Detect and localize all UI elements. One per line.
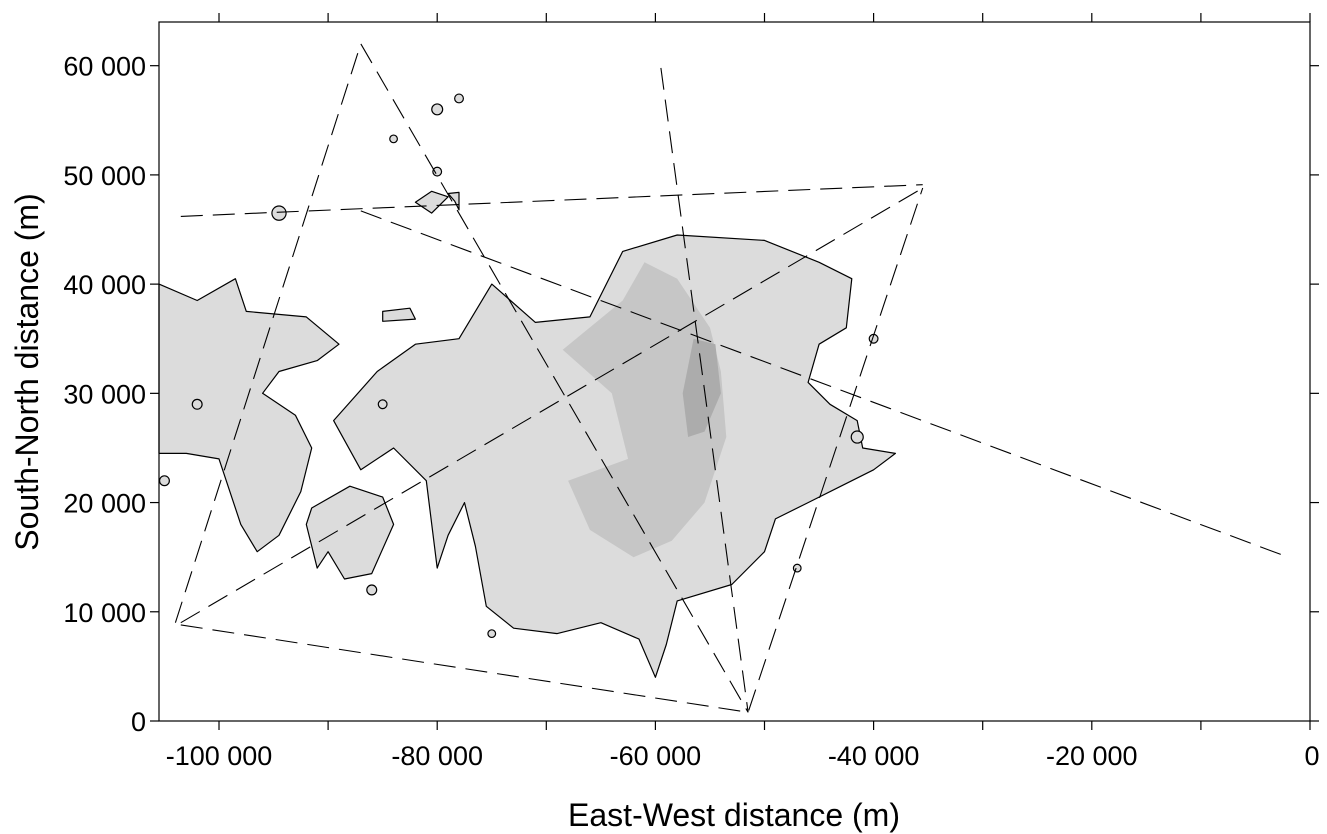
x-axis-label: East-West distance (m) [568,797,900,833]
contour-blob-12 [191,398,203,410]
x-axis-ticks [218,13,1311,730]
contour-blob-5 [389,134,398,144]
contour-blob-1 [271,205,287,221]
dashed-line-5 [360,210,1289,558]
plot-frame [158,21,1311,722]
contour-blob-10 [792,563,802,573]
contour-region-light-6 [414,190,449,214]
contour-blob-8 [366,584,378,596]
contour-region-medium-4 [562,262,727,558]
x-tick-label: -80 000 [391,741,483,771]
contour-region-light-1 [333,234,896,678]
dashed-line-1 [174,42,749,713]
y-tick-label: 10 000 [63,598,146,628]
y-tick-label: 40 000 [63,270,146,300]
dashed-line-6 [660,67,749,713]
x-axis-tick-labels: -100 000 -80 000 -60 000 -40 000 -20 000 0 [166,741,1320,771]
x-tick-label: -60 000 [610,741,702,771]
y-axis-label: South-North distance (m) [9,193,45,550]
contour-blob-3 [454,93,464,104]
dashed-line-3 [180,187,924,713]
y-tick-label: 0 [131,707,146,737]
contour-region-light-2 [158,278,340,553]
dashed-lines [174,42,1289,713]
y-tick-label: 60 000 [63,52,146,82]
contour-blob-2 [431,103,444,116]
y-tick-label: 50 000 [63,161,146,191]
dashed-line-4 [180,184,923,217]
x-tick-label: -100 000 [166,741,273,771]
contour-blob-4 [432,166,443,177]
y-tick-label: 30 000 [63,379,146,409]
dashed-line-2 [180,187,923,624]
y-tick-label: 20 000 [63,489,146,519]
contour-blob-11 [158,475,170,487]
contour-blob-13 [377,399,388,410]
contour-blob-9 [487,629,497,639]
contour-region-light-3 [305,485,395,580]
x-tick-label: -40 000 [828,741,920,771]
contour-blob-6 [850,430,864,444]
x-tick-label: 0 [1304,741,1319,771]
contour-regions [158,93,896,678]
contour-region-light-8 [447,191,460,211]
x-tick-label: -20 000 [1046,741,1138,771]
y-axis-tick-labels: 0 10 000 20 000 30 000 40 000 50 000 60 000 [63,52,146,737]
contour-region-light-7 [382,307,416,322]
contour-region-dark-5 [682,338,721,437]
y-axis-ticks [150,65,1319,722]
